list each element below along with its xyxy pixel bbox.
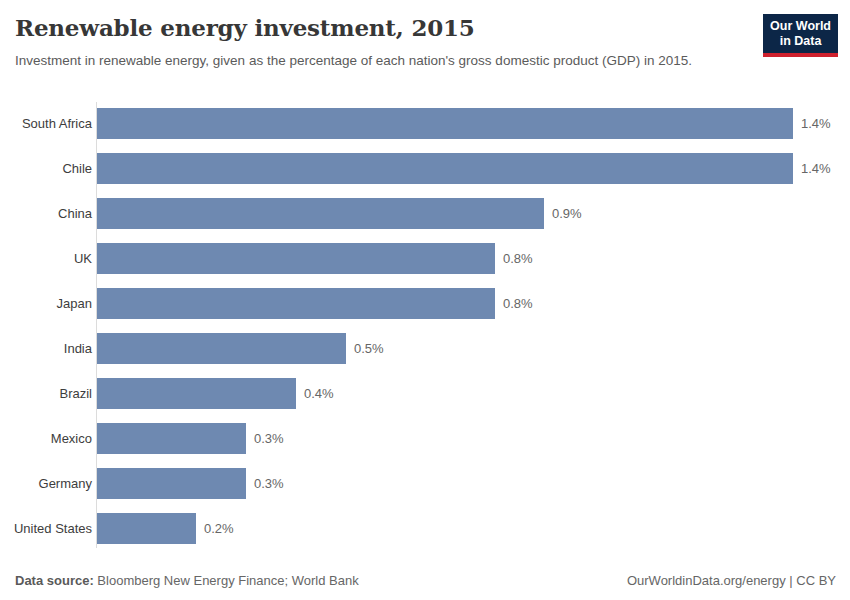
- data-source: Data source: Bloomberg New Energy Financ…: [15, 573, 359, 588]
- bar[interactable]: [97, 333, 346, 364]
- value-label: 0.3%: [254, 476, 284, 491]
- bar-row: India 0.5%: [0, 326, 850, 371]
- category-label: Mexico: [0, 431, 92, 446]
- credit-line: OurWorldinData.org/energy | CC BY: [627, 573, 836, 588]
- value-label: 1.4%: [801, 161, 831, 176]
- owid-logo-line2: in Data: [770, 34, 831, 49]
- category-label: Germany: [0, 476, 92, 491]
- value-label: 0.8%: [503, 296, 533, 311]
- bar[interactable]: [97, 423, 246, 454]
- category-label: Chile: [0, 161, 92, 176]
- chart-subtitle: Investment in renewable energy, given as…: [15, 52, 715, 71]
- owid-logo-line1: Our World: [770, 19, 831, 34]
- bar-row: South Africa 1.4%: [0, 101, 850, 146]
- bar-row: UK 0.8%: [0, 236, 850, 281]
- value-label: 0.2%: [204, 521, 234, 536]
- owid-logo: Our World in Data: [763, 14, 838, 57]
- value-label: 0.4%: [304, 386, 334, 401]
- bar[interactable]: [97, 378, 296, 409]
- category-label: South Africa: [0, 116, 92, 131]
- category-label: China: [0, 206, 92, 221]
- bar[interactable]: [97, 288, 495, 319]
- value-label: 0.9%: [552, 206, 582, 221]
- bar-row: Germany 0.3%: [0, 461, 850, 506]
- chart-page: Renewable energy investment, 2015 Invest…: [0, 0, 850, 600]
- category-label: United States: [0, 521, 92, 536]
- bar[interactable]: [97, 468, 246, 499]
- chart-footer: Data source: Bloomberg New Energy Financ…: [15, 573, 836, 588]
- value-label: 1.4%: [801, 116, 831, 131]
- bar-row: Mexico 0.3%: [0, 416, 850, 461]
- data-source-label: Data source:: [15, 573, 94, 588]
- value-label: 0.8%: [503, 251, 533, 266]
- bar[interactable]: [97, 153, 793, 184]
- bar-row: Japan 0.8%: [0, 281, 850, 326]
- bar-chart: South Africa 1.4% Chile 1.4% China 0.9% UK 0.8%…: [0, 101, 850, 551]
- bar-row: Chile 1.4%: [0, 146, 850, 191]
- category-label: UK: [0, 251, 92, 266]
- bar[interactable]: [97, 513, 196, 544]
- category-label: Brazil: [0, 386, 92, 401]
- bar-row: China 0.9%: [0, 191, 850, 236]
- bar-row: United States 0.2%: [0, 506, 850, 551]
- data-source-text: Bloomberg New Energy Finance; World Bank: [94, 573, 359, 588]
- page-title: Renewable energy investment, 2015: [15, 14, 475, 41]
- value-label: 0.3%: [254, 431, 284, 446]
- value-label: 0.5%: [354, 341, 384, 356]
- bar-row: Brazil 0.4%: [0, 371, 850, 416]
- category-label: India: [0, 341, 92, 356]
- category-label: Japan: [0, 296, 92, 311]
- bar[interactable]: [97, 243, 495, 274]
- bar[interactable]: [97, 108, 793, 139]
- bar[interactable]: [97, 198, 544, 229]
